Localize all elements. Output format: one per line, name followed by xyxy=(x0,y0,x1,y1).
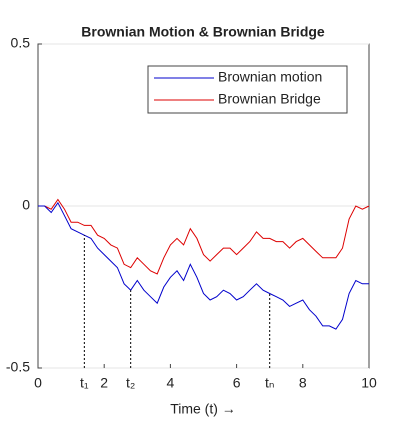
y-tick-label: 0.5 xyxy=(11,35,31,51)
x-tick-label: 2 xyxy=(100,375,108,391)
legend-label: Brownian Bridge xyxy=(218,91,321,107)
series-line xyxy=(38,201,369,330)
marker-label: t₂ xyxy=(126,375,135,391)
y-tick-label: 0 xyxy=(22,197,30,213)
x-tick-label: 0 xyxy=(34,375,42,391)
series-line xyxy=(38,198,370,275)
x-axis-label: Time (t) → xyxy=(170,401,236,417)
marker-label: t₁ xyxy=(80,375,89,391)
marker-label: tₙ xyxy=(265,375,274,391)
legend-box xyxy=(147,65,348,114)
x-tick-label: 4 xyxy=(167,375,175,391)
x-tick-label: 8 xyxy=(299,375,307,391)
legend-label: Brownian motion xyxy=(218,69,322,85)
x-tick-label: 10 xyxy=(361,375,377,391)
y-tick-label: -0.5 xyxy=(6,359,30,375)
chart-title: Brownian Motion & Brownian Bridge xyxy=(81,24,325,40)
x-tick-label: 6 xyxy=(233,375,241,391)
